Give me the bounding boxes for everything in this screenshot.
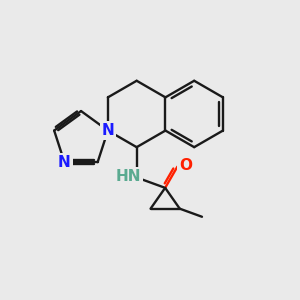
Text: HN: HN <box>116 169 141 184</box>
Text: N: N <box>101 123 114 138</box>
Text: N: N <box>58 154 71 169</box>
Text: O: O <box>179 158 192 173</box>
